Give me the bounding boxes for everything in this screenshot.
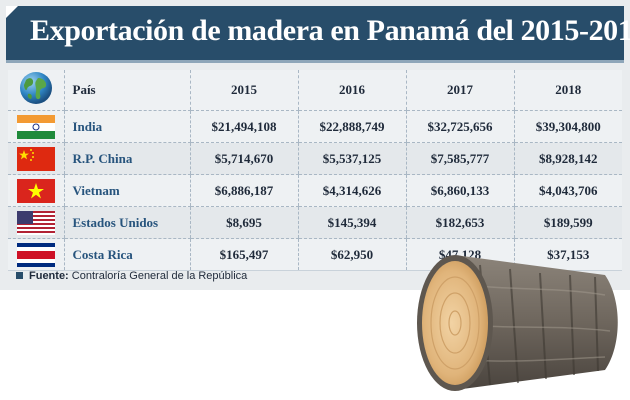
- year-column-header: 2018: [513, 70, 622, 111]
- table-cell: $39,304,800: [513, 110, 622, 143]
- source-note: Fuente: Contraloría General de la Repúbl…: [16, 270, 247, 282]
- source-bullet: [16, 272, 23, 279]
- table-row: R.P. China $5,714,670 $5,537,125 $7,585,…: [8, 142, 622, 175]
- table-row: Vietnam $6,886,187 $4,314,626 $6,860,133…: [8, 174, 622, 207]
- year-column-header: 2017: [405, 70, 514, 111]
- table-cell: $62,950: [297, 238, 406, 271]
- table-cell: $32,725,656: [405, 110, 514, 143]
- source-text: Contraloría General de la República: [71, 270, 248, 282]
- title-underline: [6, 60, 624, 63]
- table-cell: $8,695: [189, 206, 298, 239]
- title-bar-notch: [6, 6, 18, 18]
- table-cell: $145,394: [297, 206, 406, 239]
- country-name: Costa Rica: [63, 238, 190, 271]
- country-name: R.P. China: [63, 142, 190, 175]
- source-label: Fuente:: [29, 270, 69, 282]
- table-cell: $189,599: [513, 206, 622, 239]
- table-row: Estados Unidos $8,695 $145,394 $182,653 …: [8, 206, 622, 239]
- table-row: Costa Rica $165,497 $62,950 $47,128 $37,…: [8, 238, 622, 271]
- table-cell: $4,314,626: [297, 174, 406, 207]
- table-cell: $4,043,706: [513, 174, 622, 207]
- table-row: India $21,494,108 $22,888,749 $32,725,65…: [8, 110, 622, 143]
- year-column-header: 2016: [297, 70, 406, 111]
- usa-flag-icon: [16, 210, 55, 235]
- table-cell: $21,494,108: [189, 110, 298, 143]
- china-flag-icon: [16, 146, 55, 171]
- country-name: Vietnam: [63, 174, 190, 207]
- table-cell: $22,888,749: [297, 110, 406, 143]
- year-column-header: 2015: [189, 70, 298, 111]
- country-column-header: País: [63, 70, 190, 111]
- country-name: Estados Unidos: [63, 206, 190, 239]
- table-cell: $6,886,187: [189, 174, 298, 207]
- vietnam-flag-icon: [16, 178, 55, 203]
- page-title: Exportación de madera en Panamá del 2015…: [30, 14, 630, 47]
- table-cell: $165,497: [189, 238, 298, 271]
- export-table: País 2015 2016 2017 2018 India $: [8, 70, 622, 271]
- country-name: India: [63, 110, 190, 143]
- table-cell: $182,653: [405, 206, 514, 239]
- table-cell: $6,860,133: [405, 174, 514, 207]
- table-cell: $5,714,670: [189, 142, 298, 175]
- wood-log-icon: [410, 245, 620, 400]
- title-bar: Exportación de madera en Panamá del 2015…: [6, 6, 630, 60]
- table-cell: $37,153: [513, 238, 622, 271]
- costa-rica-flag-icon: [16, 242, 55, 267]
- infographic-card: Exportación de madera en Panamá del 2015…: [0, 0, 630, 290]
- india-flag-icon: [16, 114, 55, 139]
- globe-cell: [8, 70, 64, 111]
- globe-icon: [18, 70, 54, 110]
- table-cell: $8,928,142: [513, 142, 622, 175]
- table-header-row: País 2015 2016 2017 2018: [8, 70, 622, 111]
- table-cell: $7,585,777: [405, 142, 514, 175]
- table-cell: $5,537,125: [297, 142, 406, 175]
